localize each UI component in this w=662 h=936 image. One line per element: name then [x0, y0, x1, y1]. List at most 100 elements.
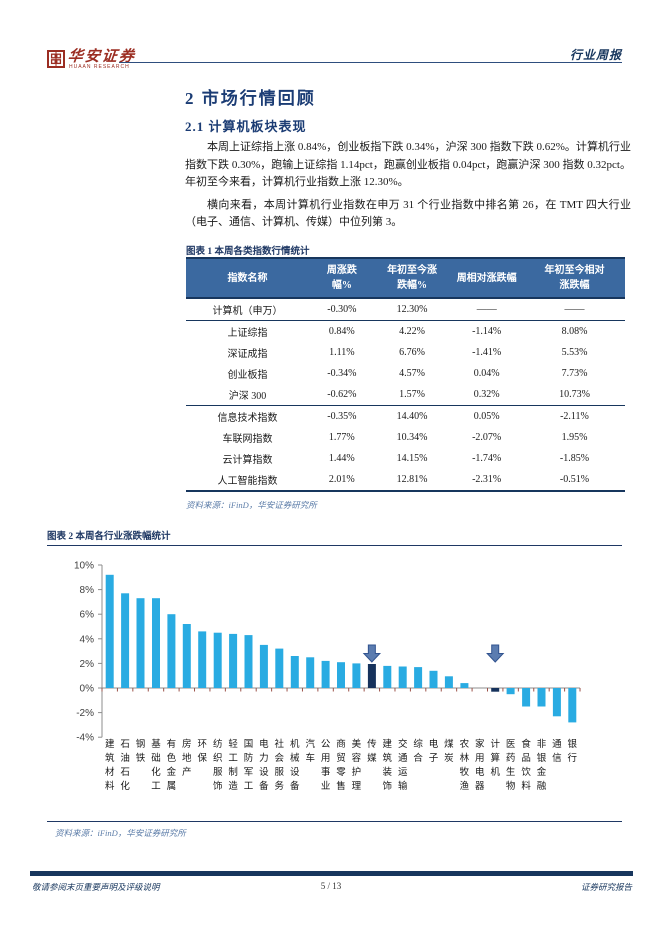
table-cell: 4.22%: [399, 326, 425, 337]
table-body: 计算机（申万） -0.30% 12.30% —— —— 上证综指 0.84% 4.22% -1.…: [186, 298, 625, 492]
column-header: 周涨跌 幅%: [308, 257, 375, 299]
table-cell: 12.30%: [374, 298, 450, 321]
figure1-caption: 图表 1 本周各类指数行情统计: [186, 247, 310, 257]
column-header: 年初至今相对 涨跌幅: [524, 257, 625, 299]
bar: [460, 683, 469, 688]
table-cell: 人工智能指数: [186, 469, 309, 492]
footer-report-label: 证券研究报告: [580, 882, 632, 892]
figure2-caption: 图表 2 本周各行业涨跌幅统计: [47, 532, 171, 542]
bar: [213, 632, 222, 689]
bar: [275, 648, 284, 688]
bar: [229, 633, 238, 688]
table-cell: 1.11%: [329, 347, 355, 358]
table-cell: 0.04%: [473, 368, 500, 379]
bar: [259, 644, 268, 688]
bar: [182, 624, 191, 688]
bar: [383, 665, 392, 688]
category-label: 医药生物: [506, 739, 516, 792]
y-tick-label: 4%: [80, 634, 95, 645]
column-header: 周相对涨跌幅: [449, 257, 524, 299]
table-cell: 计算机（申万）: [186, 298, 309, 321]
category-label: 公用事业: [321, 739, 331, 792]
table-cell: 创业板指: [227, 370, 268, 381]
category-label: 通信: [552, 739, 562, 764]
table-cell: 信息技术指数: [217, 413, 278, 424]
category-label: 机械设备: [290, 738, 300, 792]
category-label: 煤炭: [444, 738, 454, 764]
report-type-label: 行业周报: [569, 48, 622, 62]
table-row: 上证综指 0.84% 4.22% -1.14% 8.08%: [186, 321, 625, 343]
table-cell: 上证综指: [227, 328, 268, 339]
table-cell: 12.81%: [374, 469, 450, 492]
category-label: 环保: [197, 739, 207, 764]
table-cell: 0.05%: [473, 411, 500, 422]
y-tick-label: 8%: [80, 585, 95, 596]
bar: [198, 631, 207, 688]
bar: [306, 657, 315, 689]
bar: [352, 663, 361, 688]
category-label: 综合: [413, 738, 423, 764]
table-cell: 1.44%: [328, 453, 355, 464]
table-cell: 深证成指: [227, 349, 268, 360]
bar: [568, 688, 577, 723]
bar: [136, 598, 145, 688]
category-label: 纺织服饰: [213, 738, 223, 792]
category-label: 银行: [568, 738, 578, 764]
table-cell: -0.62%: [308, 384, 375, 406]
column-header: 年初至今涨 跌幅%: [374, 257, 450, 299]
y-tick-label: -4%: [76, 733, 94, 744]
bar: [552, 688, 561, 717]
table-cell: 2.01%: [308, 469, 375, 492]
bar: [105, 574, 114, 688]
table-row: 信息技术指数 -0.35% 14.40% 0.05% -2.11%: [186, 406, 625, 428]
table-row: 人工智能指数 2.01% 12.81% -2.31% -0.51%: [186, 469, 625, 492]
page-number: 5 / 13: [320, 881, 342, 891]
category-label: 建筑装饰: [383, 738, 393, 792]
category-label: 国防军工: [244, 739, 254, 792]
table-cell: 1.95%: [561, 432, 588, 443]
footer-rule: [30, 871, 633, 876]
table-cell: 8.08%: [561, 326, 588, 337]
category-label: 钢铁: [136, 738, 146, 764]
table-cell: 云计算指数: [222, 455, 273, 466]
table-row: 沪深 300 -0.62% 1.57% 0.32% 10.73%: [186, 384, 625, 406]
table-cell: -1.14%: [472, 326, 502, 337]
table-cell: 沪深 300: [186, 384, 309, 406]
category-label: 传媒: [367, 738, 377, 764]
bar: [152, 598, 160, 688]
table-cell: 0.84%: [328, 326, 355, 337]
y-tick-label: 10%: [74, 561, 94, 572]
table-cell: -0.34%: [327, 368, 357, 379]
table-row: 云计算指数 1.44% 14.15% -1.74% -1.85%: [186, 448, 625, 469]
table-cell: ——: [524, 298, 625, 321]
table-cell: -2.07%: [472, 432, 502, 443]
figure2-top-rule: [47, 545, 622, 546]
brand-name-en: HUAAN RESEARCH: [69, 64, 130, 70]
column-header: 指数名称: [186, 257, 309, 299]
figure2-bottom-rule: [47, 821, 622, 822]
bar: [290, 656, 299, 688]
arrow-down-icon: [362, 644, 382, 663]
table-cell: 6.76%: [399, 347, 425, 358]
category-label: 汽车: [305, 738, 315, 764]
category-label: 社会服务: [275, 738, 285, 792]
paragraph: 本周上证综指上涨 0.84%，创业板指下跌 0.34%，沪深 300 指数下跌 …: [185, 141, 631, 188]
category-label: 食品饮料: [521, 738, 531, 792]
y-tick-label: 0%: [80, 684, 95, 695]
bar: [414, 667, 423, 688]
table-row: 创业板指 -0.34% 4.57% 0.04% 7.73%: [186, 363, 625, 384]
bar: [398, 666, 407, 688]
table-cell: -0.30%: [308, 298, 375, 321]
index-performance-table: 指数名称 周涨跌 幅% 年初至今涨 跌幅% 周相对涨跌幅 年初至今相对 涨跌幅 计算机（…: [186, 257, 625, 492]
table-cell: -1.41%: [472, 347, 502, 358]
category-label: 交通运输: [398, 738, 408, 792]
table-row: 计算机（申万） -0.30% 12.30% —— ——: [186, 298, 625, 321]
bar: [429, 670, 438, 688]
category-label: 房地产: [182, 738, 192, 778]
bar-chart-svg: 10% 8% 6% 4% 2% 0% -2% -4% 建筑材料石油石化钢铁基础化工有色金属房地产…: [74, 561, 581, 792]
body-text: 本周上证综指上涨 0.84%，创业板指下跌 0.34%，沪深 300 指数下跌 …: [185, 139, 631, 237]
huaan-logo-seal-icon: [47, 50, 65, 68]
figure2-source: 资料来源：iFinD，华安证券研究所: [55, 828, 186, 838]
category-label: 有色金属: [167, 738, 177, 792]
table-cell: ——: [449, 298, 524, 321]
